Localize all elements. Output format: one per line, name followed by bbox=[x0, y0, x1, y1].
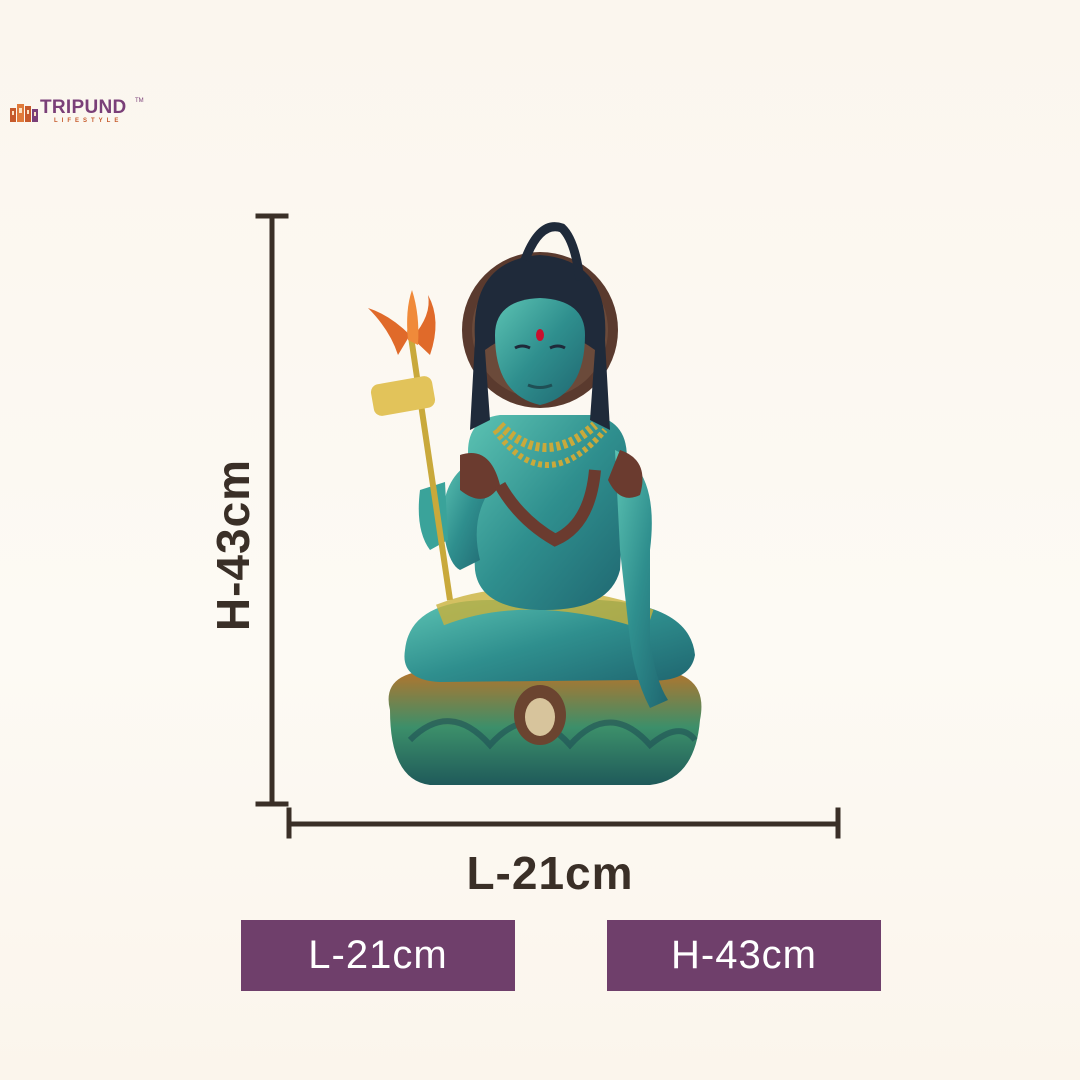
brand-logo: TRIPUND TM LIFESTYLE bbox=[10, 97, 144, 128]
trademark-mark: TM bbox=[135, 98, 144, 104]
height-dimension-label: H-43cm bbox=[207, 458, 259, 632]
length-dimension-label: L-21cm bbox=[466, 847, 634, 899]
brand-tagline: LIFESTYLE bbox=[54, 118, 123, 124]
length-badge: L-21cm bbox=[241, 920, 515, 991]
height-badge: H-43cm bbox=[607, 920, 881, 991]
shiva-statue-icon bbox=[368, 222, 702, 785]
brand-name: TRIPUND bbox=[40, 97, 127, 118]
temple-logo-icon bbox=[10, 104, 38, 122]
